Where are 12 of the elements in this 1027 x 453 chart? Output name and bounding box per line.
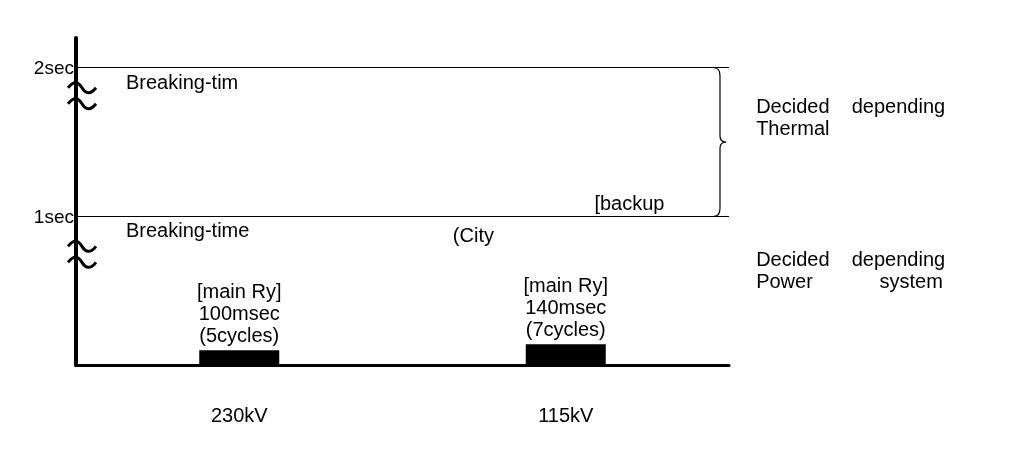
ref-line-label: Breaking-tim [126,70,239,93]
annotation: [backup [594,191,665,214]
x-tick-label: 230kV [210,404,269,426]
ref-line-label: Breaking-time [126,219,250,242]
text: Decided depending Thermal [756,95,946,140]
data-label: [main Ry] 100msec (5cycles) [197,280,282,347]
annotation: (City [452,224,494,247]
y-tick-label: 1sec [33,205,74,227]
text: Decided depending Power system [756,248,946,293]
data-label: [main Ry] 140msec (7cycles) [523,274,608,341]
x-tick-label: 115kV [538,404,595,426]
y-tick-label: 2sec [33,57,74,79]
